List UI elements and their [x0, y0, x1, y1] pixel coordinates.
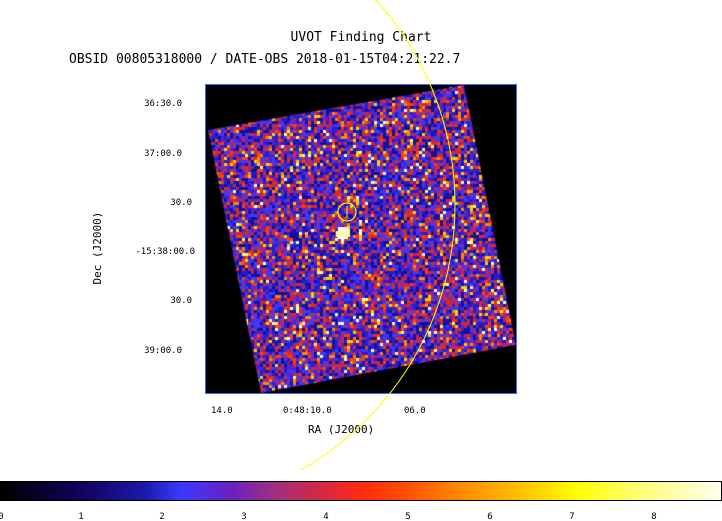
- colorbar-tick-label: 8: [651, 512, 657, 521]
- ra-tick-label: 14.0: [211, 406, 233, 416]
- colorbar-tick-label: 7: [569, 512, 575, 521]
- colorbar: [0, 481, 722, 501]
- image-frame: [205, 84, 517, 394]
- colorbar-tick-label: 6: [487, 512, 493, 521]
- dec-tick-label: 30.0: [170, 296, 192, 306]
- large-region-circle: [0, 0, 456, 470]
- colorbar-tick-label: 5: [405, 512, 411, 521]
- ra-tick-label: 0:48:10.0: [283, 406, 332, 416]
- uvot-image: [206, 85, 516, 393]
- colorbar-tick-label: 2: [159, 512, 165, 521]
- colorbar-tick-label: 3: [241, 512, 247, 521]
- dec-tick-label: -15:38:00.0: [135, 247, 195, 257]
- dec-tick-label: 30.0: [170, 198, 192, 208]
- chart-subtitle: OBSID 00805318000 / DATE-OBS 2018-01-15T…: [69, 52, 461, 67]
- x-axis-label: RA (J2000): [308, 423, 375, 436]
- source-marker-circle: [337, 202, 357, 222]
- dec-tick-label: 39:00.0: [144, 346, 182, 356]
- colorbar-tick-label: 1: [78, 512, 84, 521]
- colorbar-tick-label: 4: [323, 512, 329, 521]
- colorbar-tick-label: 0: [0, 512, 4, 521]
- dec-tick-label: 36:30.0: [144, 99, 182, 109]
- chart-title: UVOT Finding Chart: [290, 30, 432, 45]
- dec-tick-label: 37:00.0: [144, 149, 182, 159]
- ra-tick-label: 06.0: [404, 406, 426, 416]
